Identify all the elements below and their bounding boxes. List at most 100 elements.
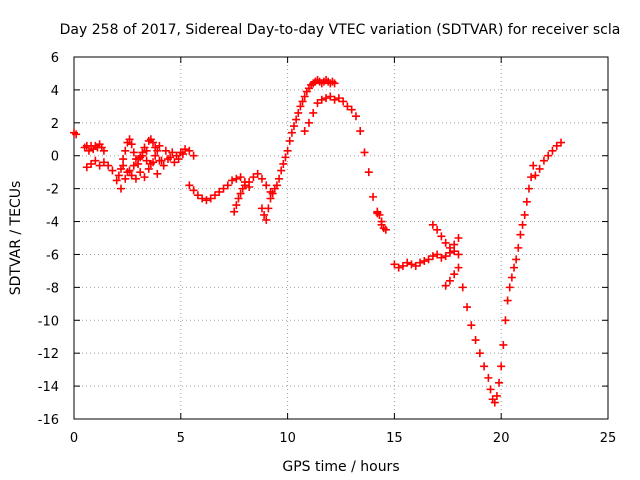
data-point xyxy=(292,115,301,124)
x-tick-label: 5 xyxy=(177,431,185,446)
data-point xyxy=(524,184,533,193)
data-point xyxy=(104,161,113,170)
data-point xyxy=(153,146,162,155)
data-point xyxy=(424,255,433,264)
data-point xyxy=(123,168,132,177)
data-point xyxy=(114,171,123,180)
y-tick-label: 0 xyxy=(51,150,59,165)
data-point xyxy=(234,194,243,203)
data-point xyxy=(262,181,271,190)
y-tick-label: 2 xyxy=(51,117,59,132)
data-point xyxy=(232,174,241,183)
data-point xyxy=(322,94,331,103)
data-point xyxy=(309,108,318,117)
data-point xyxy=(441,252,450,261)
data-point xyxy=(330,95,339,104)
data-point xyxy=(495,378,504,387)
data-point xyxy=(514,243,523,252)
data-point xyxy=(516,230,525,239)
data-point xyxy=(458,283,467,292)
grid xyxy=(74,57,608,419)
data-point xyxy=(512,255,521,264)
data-points xyxy=(70,76,566,407)
data-point xyxy=(262,215,271,224)
data-point xyxy=(505,283,514,292)
data-point xyxy=(529,161,538,170)
data-point xyxy=(230,207,239,216)
y-tick-label: -10 xyxy=(38,314,59,329)
data-point xyxy=(142,156,151,165)
data-point xyxy=(360,148,369,157)
data-point xyxy=(518,220,527,229)
data-point xyxy=(527,173,536,182)
data-point xyxy=(253,169,262,178)
y-tick-label: -4 xyxy=(46,216,59,231)
data-point xyxy=(334,94,343,103)
data-point xyxy=(232,201,241,210)
data-point xyxy=(138,151,147,160)
plot-frame xyxy=(73,56,609,420)
data-point xyxy=(87,159,96,168)
data-point xyxy=(377,217,386,226)
data-point xyxy=(264,204,273,213)
data-point xyxy=(82,163,91,172)
data-point xyxy=(131,174,140,183)
data-point xyxy=(296,102,305,111)
data-point xyxy=(300,92,309,101)
data-point xyxy=(433,225,442,234)
data-point xyxy=(161,146,170,155)
data-point xyxy=(437,232,446,241)
data-point xyxy=(136,168,145,177)
chart-title: Day 258 of 2017, Sidereal Day-to-day VTE… xyxy=(60,22,621,38)
data-point xyxy=(445,243,454,252)
data-point xyxy=(326,92,335,101)
data-point xyxy=(343,102,352,111)
data-point xyxy=(552,141,561,150)
data-point xyxy=(407,260,416,269)
data-point xyxy=(450,270,459,279)
data-point xyxy=(364,168,373,177)
y-tick-label: 4 xyxy=(51,84,59,99)
data-point xyxy=(356,127,365,136)
data-point xyxy=(159,161,168,170)
data-point xyxy=(236,189,245,198)
data-point xyxy=(411,261,420,270)
x-tick-label: 15 xyxy=(386,431,403,446)
data-point xyxy=(369,192,378,201)
data-point xyxy=(450,240,459,249)
data-point xyxy=(403,258,412,267)
data-point xyxy=(454,263,463,272)
data-point xyxy=(390,260,399,269)
y-tick-label: -12 xyxy=(38,347,59,362)
data-point xyxy=(283,146,292,155)
data-point xyxy=(544,151,553,160)
data-point xyxy=(268,189,277,198)
data-point xyxy=(428,252,437,261)
x-tick-labels: 0 5 10 15 20 25 xyxy=(70,431,616,446)
data-point xyxy=(155,141,164,150)
data-point xyxy=(277,166,286,175)
data-point xyxy=(281,153,290,162)
data-point xyxy=(257,174,266,183)
data-point xyxy=(127,140,136,149)
data-point xyxy=(441,281,450,290)
data-point xyxy=(112,176,121,185)
data-point xyxy=(520,210,529,219)
data-point xyxy=(178,150,187,159)
data-point xyxy=(140,173,149,182)
data-point xyxy=(497,362,506,371)
data-point xyxy=(174,155,183,164)
data-point xyxy=(522,197,531,206)
data-point xyxy=(535,164,544,173)
data-point xyxy=(202,196,211,205)
data-point xyxy=(91,156,100,165)
data-point xyxy=(245,178,254,187)
data-point xyxy=(317,95,326,104)
data-point xyxy=(539,156,548,165)
data-point xyxy=(454,250,463,259)
data-point xyxy=(99,146,108,155)
data-point xyxy=(121,174,130,183)
x-axis-title: GPS time / hours xyxy=(282,459,399,475)
data-point xyxy=(151,151,160,160)
x-tick-label: 20 xyxy=(493,431,510,446)
